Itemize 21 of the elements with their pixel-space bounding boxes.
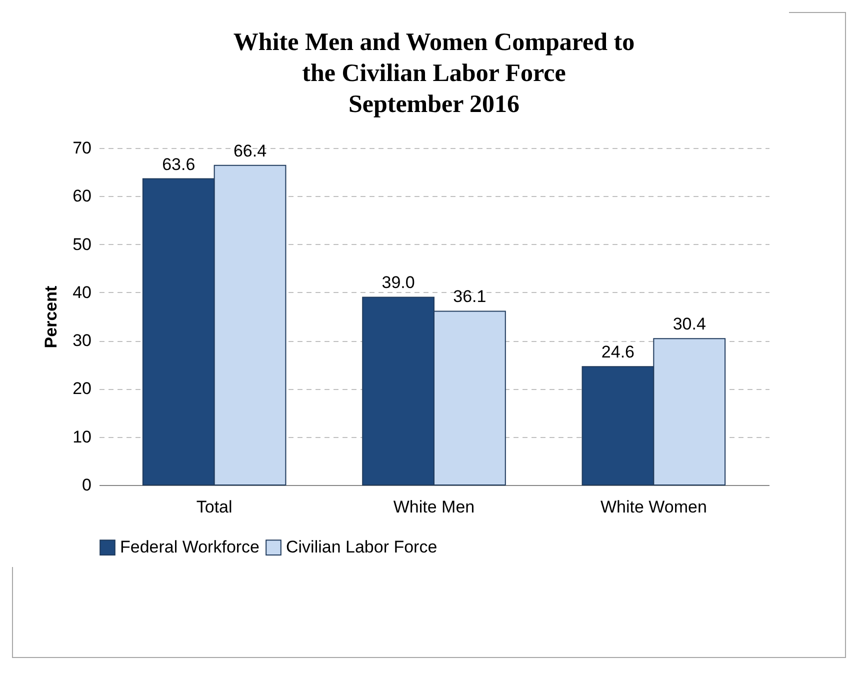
x-tick-label: Total — [196, 498, 232, 516]
text: 36.1 — [453, 287, 486, 306]
x-tick-label: White Men — [393, 498, 475, 516]
y-tick-label: 30 — [72, 331, 92, 350]
text: 24.6 — [601, 342, 635, 362]
text: 39.0 — [382, 273, 415, 292]
y-tick-label: 70 — [72, 138, 92, 158]
y-tick-label: 50 — [72, 234, 92, 254]
y-tick-label: 60 — [72, 186, 92, 206]
text: 30.4 — [672, 314, 706, 334]
legend-label: Federal Workforce — [120, 538, 260, 557]
text: 63.6 — [162, 154, 196, 174]
text: 66.4 — [233, 141, 267, 160]
chart-title: White Men and Women Compared to the Civilian Labor Force September 2016 — [233, 29, 635, 118]
y-tick-label: 0 — [82, 476, 92, 494]
y-tick-label: 10 — [72, 427, 92, 446]
x-tick-label: White Women — [600, 498, 707, 516]
legend-label: Civilian Labor Force — [286, 538, 438, 557]
y-tick-label: 40 — [72, 282, 92, 302]
y-tick-label: 20 — [72, 379, 92, 398]
y-axis-title: Percent — [42, 285, 61, 348]
